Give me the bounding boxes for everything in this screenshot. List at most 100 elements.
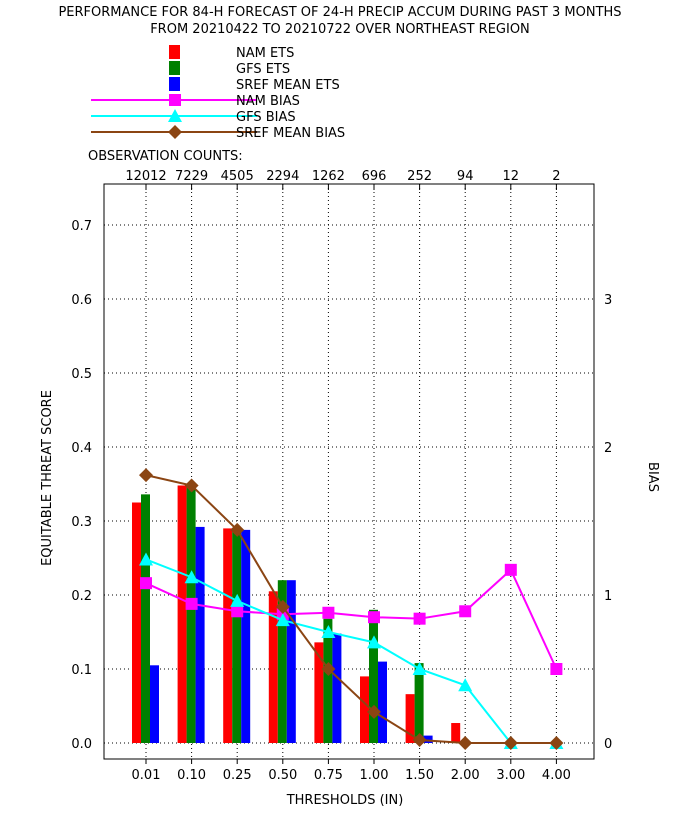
point-gfs-bias: [275, 613, 290, 627]
point-gfs-bias: [230, 593, 245, 607]
legend-swatch-sref-mean-ets: [169, 77, 180, 91]
observation-count: 696: [362, 169, 387, 184]
bar-gfs-ets: [277, 580, 287, 743]
x-tick-label: 0.50: [268, 768, 297, 783]
legend-label: NAM BIAS: [236, 94, 300, 109]
bias-tick-label: 0: [604, 737, 612, 752]
bar-nam-ets: [177, 485, 187, 743]
point-gfs-bias: [412, 662, 427, 675]
plot-frame: [103, 183, 595, 760]
bar-nam-ets: [405, 694, 415, 743]
legend-label: SREF MEAN BIAS: [236, 126, 345, 141]
bar-sref-mean-ets: [332, 633, 342, 743]
point-sref-mean-bias: [275, 599, 290, 614]
bar-nam-ets: [223, 528, 233, 743]
x-tick-label: 0.10: [177, 768, 206, 783]
observation-count: 7229: [175, 169, 208, 184]
bar-nam-ets: [451, 723, 461, 743]
observation-count: 2294: [266, 169, 299, 184]
point-gfs-bias: [184, 570, 199, 584]
line-gfs-bias: [145, 558, 557, 744]
bar-gfs-ets: [232, 528, 242, 743]
line-sref-mean-bias: [145, 474, 557, 744]
x-tick-label: 0.75: [314, 768, 343, 783]
point-gfs-bias: [139, 552, 153, 566]
y-axis-label: EQUITABLE THREAT SCORE: [40, 390, 55, 566]
bar-nam-ets: [314, 642, 324, 743]
y-tick-label: 0.4: [71, 441, 92, 456]
point-gfs-bias: [458, 678, 473, 692]
x-tick-label: 2.00: [451, 768, 480, 783]
bar-sref-mean-ets: [241, 529, 251, 743]
observation-count: 2: [552, 169, 560, 184]
bar-sref-mean-ets: [150, 665, 159, 743]
x-tick-label: 0.01: [132, 768, 161, 783]
point-nam-bias: [459, 605, 472, 618]
observation-counts-label: OBSERVATION COUNTS:: [88, 149, 243, 164]
observation-count: 1262: [312, 169, 345, 184]
point-nam-bias: [231, 605, 244, 618]
x-axis-label: THRESHOLDS (IN): [286, 793, 404, 808]
bias-lines: [139, 468, 564, 750]
bias-tick-label: 3: [604, 293, 612, 308]
legend-label: NAM ETS: [236, 46, 294, 61]
bias-tick-label: 1: [604, 589, 612, 604]
observation-count: 12: [503, 169, 520, 184]
point-nam-bias: [322, 606, 335, 619]
bar-nam-ets: [360, 676, 369, 743]
legend-marker-sref-mean-bias: [168, 125, 182, 139]
point-sref-mean-bias: [412, 733, 427, 748]
point-nam-bias: [413, 612, 426, 625]
point-nam-bias: [140, 577, 152, 590]
bar-gfs-ets: [323, 618, 333, 743]
y-tick-label: 0.2: [71, 589, 92, 604]
bars: [132, 485, 461, 743]
grid-lines: [104, 184, 594, 759]
y-tick-label: 0.3: [71, 515, 92, 530]
y-tick-labels: 0.0 0.1 0.2 0.3 0.4 0.5 0.6 0.7: [71, 219, 92, 752]
point-nam-bias: [368, 611, 380, 624]
point-gfs-bias: [321, 625, 336, 638]
chart-title-line2: FROM 20210422 TO 20210722 OVER NORTHEAST…: [150, 22, 530, 37]
bar-sref-mean-ets: [195, 526, 205, 743]
y-tick-label: 0.7: [71, 219, 92, 234]
point-sref-mean-bias: [503, 736, 518, 750]
legend-label: GFS ETS: [236, 62, 290, 77]
bar-gfs-ets: [141, 494, 150, 743]
legend-label: SREF MEAN ETS: [236, 78, 340, 93]
observation-counts: 12012 7229 4505 2294 1262 696 252 94 12 2: [125, 169, 561, 190]
point-sref-mean-bias: [230, 522, 245, 537]
bias-axis-label: BIAS: [645, 462, 660, 492]
point-gfs-bias: [367, 635, 381, 649]
y-tick-label: 0.6: [71, 293, 92, 308]
y-tick-label: 0.0: [71, 737, 92, 752]
x-tick-label: 1.00: [360, 768, 389, 783]
legend-swatch-nam-ets: [169, 45, 180, 59]
point-sref-mean-bias: [139, 468, 153, 483]
point-sref-mean-bias: [458, 736, 473, 750]
bias-tick-labels: 0 1 2 3: [604, 293, 612, 752]
chart-title-line1: PERFORMANCE FOR 84-H FORECAST OF 24-H PR…: [58, 5, 621, 20]
bias-tick-label: 2: [604, 441, 612, 456]
observation-count: 94: [457, 169, 474, 184]
bar-gfs-ets: [414, 663, 424, 743]
point-sref-mean-bias: [549, 736, 564, 750]
y-tick-label: 0.5: [71, 367, 92, 382]
y-tick-label: 0.1: [71, 663, 92, 678]
point-sref-mean-bias: [367, 704, 381, 719]
point-sref-mean-bias: [321, 662, 336, 676]
legend-marker-nam-bias: [169, 94, 181, 106]
x-tick-label: 4.00: [542, 768, 571, 783]
bar-sref-mean-ets: [378, 661, 387, 743]
bar-gfs-ets: [186, 485, 196, 743]
bar-nam-ets: [132, 502, 141, 743]
x-tick-labels: 0.01 0.10 0.25 0.50 0.75 1.00 1.50 2.00 3.00 4.00: [132, 759, 571, 783]
point-sref-mean-bias: [184, 478, 199, 493]
point-nam-bias: [550, 663, 563, 675]
legend-swatch-gfs-ets: [169, 61, 180, 75]
legend-label: GFS BIAS: [236, 110, 296, 125]
x-tick-label: 3.00: [496, 768, 525, 783]
bar-gfs-ets: [369, 609, 378, 743]
